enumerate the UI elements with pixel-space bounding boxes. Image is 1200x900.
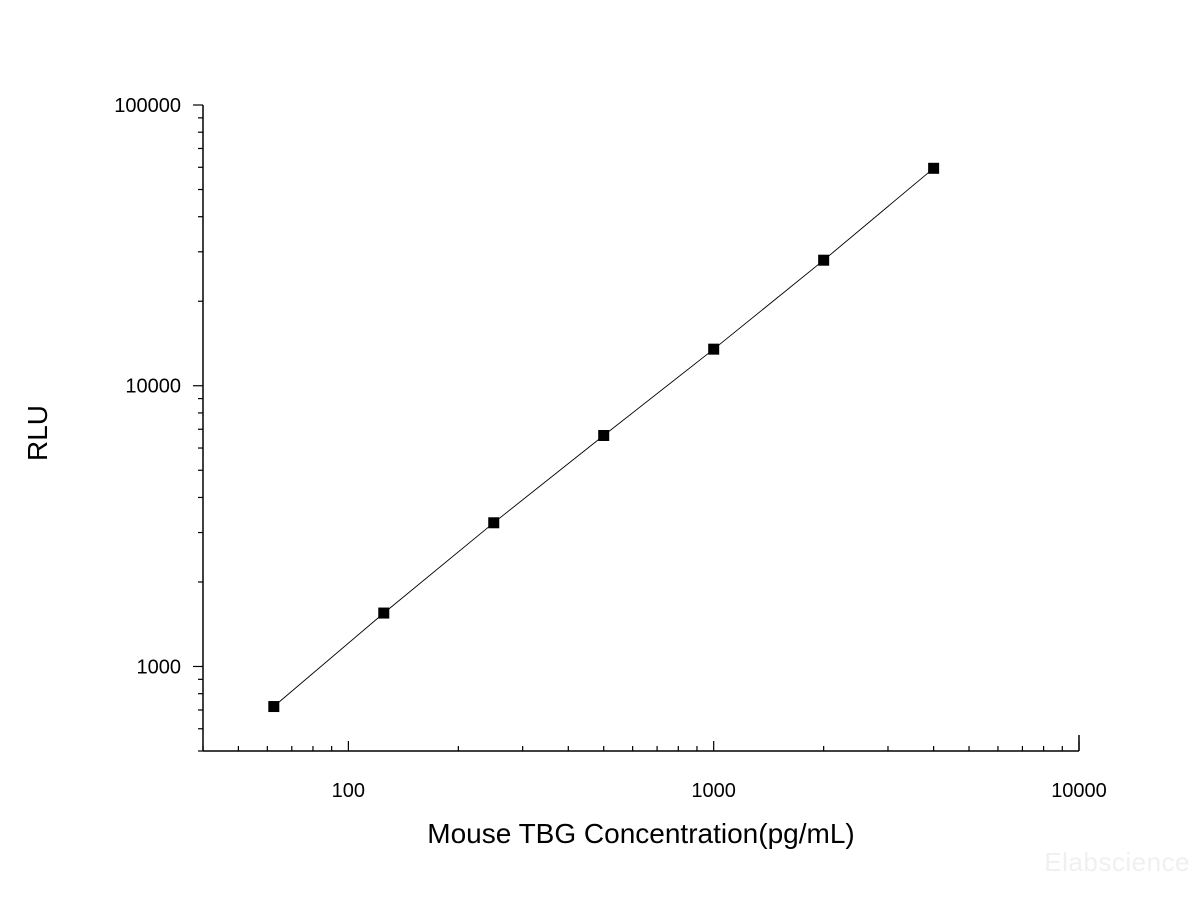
data-series: [268, 162, 940, 713]
data-point-marker: [598, 429, 610, 441]
x-tick-label: 100: [332, 780, 365, 802]
y-tick-label: 100000: [114, 95, 181, 117]
y-axis-title: RLU: [22, 405, 53, 461]
axis-ticks: [193, 104, 1080, 752]
data-point-marker: [378, 607, 390, 619]
data-point-marker: [928, 162, 940, 174]
data-point-marker: [818, 254, 830, 266]
x-axis-title: Mouse TBG Concentration(pg/mL): [427, 818, 854, 849]
y-tick-label: 10000: [125, 376, 181, 398]
plot-axes: [202, 105, 1080, 752]
data-point-marker: [268, 701, 280, 713]
y-tick-label: 1000: [137, 656, 182, 678]
x-tick-label: 10000: [1051, 780, 1107, 802]
x-tick-label: 1000: [691, 780, 736, 802]
tick-labels: 100 1000 10000 1000 10000 100000: [114, 95, 1107, 802]
data-point-marker: [488, 517, 500, 529]
data-point-marker: [708, 343, 720, 355]
watermark-text: Elabscience: [1044, 847, 1190, 877]
